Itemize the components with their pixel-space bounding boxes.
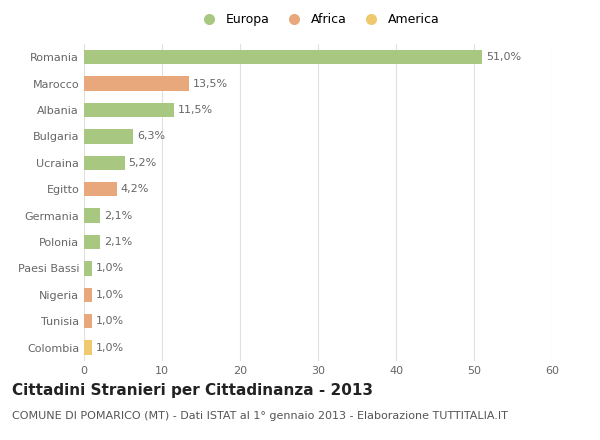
Bar xyxy=(84,235,100,249)
Text: 51,0%: 51,0% xyxy=(486,52,521,62)
Bar xyxy=(84,209,100,223)
Text: 11,5%: 11,5% xyxy=(178,105,213,115)
Text: 1,0%: 1,0% xyxy=(96,316,124,326)
Bar xyxy=(84,129,133,144)
Bar xyxy=(84,341,92,355)
Text: 6,3%: 6,3% xyxy=(137,132,165,141)
Bar xyxy=(84,50,482,65)
Text: 2,1%: 2,1% xyxy=(104,237,133,247)
Text: COMUNE DI POMARICO (MT) - Dati ISTAT al 1° gennaio 2013 - Elaborazione TUTTITALI: COMUNE DI POMARICO (MT) - Dati ISTAT al … xyxy=(12,411,508,422)
Text: 1,0%: 1,0% xyxy=(96,343,124,352)
Text: Cittadini Stranieri per Cittadinanza - 2013: Cittadini Stranieri per Cittadinanza - 2… xyxy=(12,383,373,398)
Bar xyxy=(84,288,92,302)
Bar xyxy=(84,261,92,275)
Text: 1,0%: 1,0% xyxy=(96,290,124,300)
Bar xyxy=(84,314,92,328)
Bar xyxy=(84,155,125,170)
Text: 4,2%: 4,2% xyxy=(121,184,149,194)
Bar xyxy=(84,77,190,91)
Bar xyxy=(84,103,174,117)
Text: 2,1%: 2,1% xyxy=(104,211,133,220)
Text: 5,2%: 5,2% xyxy=(128,158,157,168)
Legend: Europa, Africa, America: Europa, Africa, America xyxy=(191,8,445,31)
Bar xyxy=(84,182,117,196)
Text: 13,5%: 13,5% xyxy=(193,79,229,88)
Text: 1,0%: 1,0% xyxy=(96,264,124,273)
